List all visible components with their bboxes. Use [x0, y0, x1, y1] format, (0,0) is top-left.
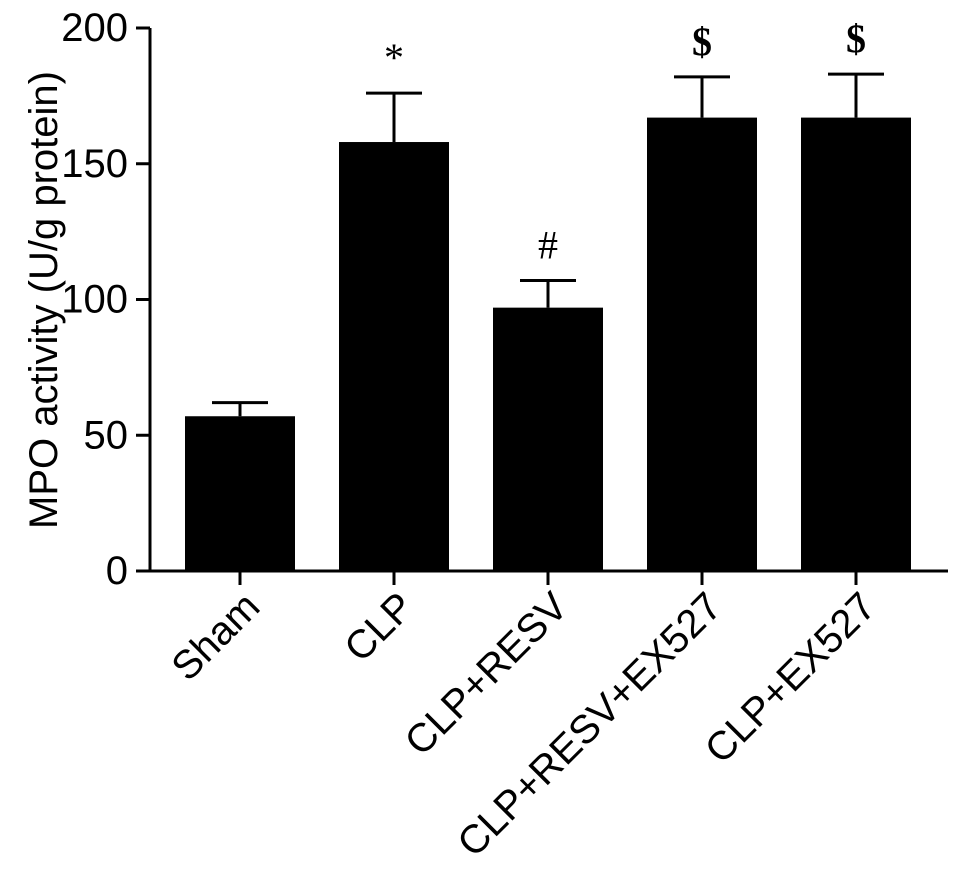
- bars: * # $ $: [185, 16, 911, 571]
- x-tick-label: CLP: [336, 584, 422, 670]
- y-ticks: 0 50 100 150 200: [61, 6, 150, 593]
- significance-marker: $: [692, 19, 712, 64]
- bar: [647, 117, 757, 571]
- x-tick-label: Sham: [163, 584, 268, 689]
- bar: [493, 307, 603, 571]
- y-tick-label: 200: [61, 6, 128, 50]
- significance-marker: *: [384, 35, 404, 80]
- bar: [801, 117, 911, 571]
- significance-marker: $: [846, 16, 866, 61]
- y-tick-label: 100: [61, 278, 128, 322]
- y-tick-label: 50: [84, 413, 129, 457]
- bar: [185, 416, 295, 571]
- significance-marker: #: [538, 222, 558, 267]
- y-axis-title: MPO activity (U/g protein): [22, 71, 66, 529]
- y-tick-label: 150: [61, 142, 128, 186]
- x-tick-label: CLP+RESV+EX527: [449, 584, 730, 865]
- y-tick-label: 0: [106, 549, 128, 593]
- bar: [339, 142, 449, 571]
